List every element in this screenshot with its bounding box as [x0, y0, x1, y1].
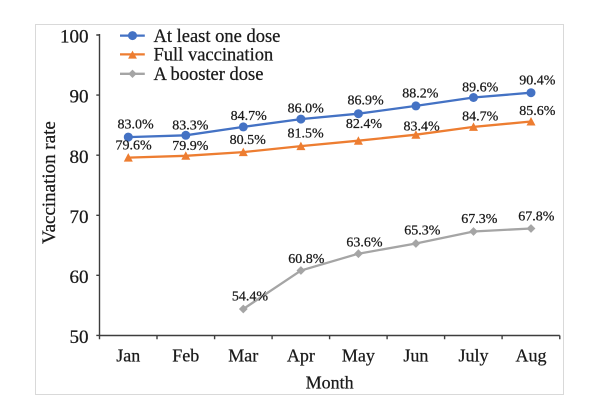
svg-text:80.5%: 80.5%: [230, 133, 267, 148]
svg-text:84.7%: 84.7%: [462, 110, 499, 125]
svg-text:80: 80: [70, 147, 89, 168]
svg-text:Vaccination rate: Vaccination rate: [39, 121, 60, 244]
svg-text:July: July: [458, 346, 488, 366]
svg-text:A booster dose: A booster dose: [154, 65, 264, 85]
svg-text:Aug: Aug: [516, 346, 547, 366]
svg-text:79.9%: 79.9%: [172, 139, 209, 154]
svg-text:Jan: Jan: [116, 346, 140, 366]
svg-text:60: 60: [70, 267, 89, 288]
svg-text:88.2%: 88.2%: [402, 86, 439, 101]
svg-text:60.8%: 60.8%: [288, 252, 325, 267]
svg-text:83.3%: 83.3%: [172, 118, 209, 133]
svg-text:82.4%: 82.4%: [346, 117, 383, 132]
svg-text:83.4%: 83.4%: [404, 120, 441, 135]
svg-text:81.5%: 81.5%: [288, 127, 325, 142]
svg-text:86.0%: 86.0%: [288, 102, 325, 117]
svg-text:89.6%: 89.6%: [462, 81, 499, 96]
svg-text:63.6%: 63.6%: [346, 236, 383, 251]
svg-text:54.4%: 54.4%: [232, 290, 269, 305]
svg-text:At least one dose: At least one dose: [154, 27, 281, 47]
svg-text:65.3%: 65.3%: [404, 224, 441, 239]
svg-text:Month: Month: [306, 373, 354, 393]
svg-text:Apr: Apr: [287, 346, 315, 366]
svg-text:85.6%: 85.6%: [519, 104, 556, 119]
svg-text:90: 90: [70, 87, 89, 108]
svg-text:67.3%: 67.3%: [461, 212, 498, 227]
svg-text:86.9%: 86.9%: [348, 94, 385, 109]
svg-text:50: 50: [70, 327, 89, 348]
svg-text:Jun: Jun: [403, 346, 428, 366]
svg-text:67.8%: 67.8%: [518, 209, 555, 224]
svg-text:May: May: [342, 346, 375, 366]
svg-text:Feb: Feb: [172, 346, 199, 366]
svg-text:Mar: Mar: [228, 346, 258, 366]
svg-text:84.7%: 84.7%: [231, 109, 268, 124]
svg-text:70: 70: [70, 207, 89, 228]
svg-text:Full vaccination: Full vaccination: [154, 46, 274, 66]
svg-text:79.6%: 79.6%: [116, 139, 153, 154]
svg-text:100: 100: [60, 27, 89, 48]
svg-text:90.4%: 90.4%: [519, 74, 556, 89]
svg-text:83.0%: 83.0%: [118, 117, 155, 132]
